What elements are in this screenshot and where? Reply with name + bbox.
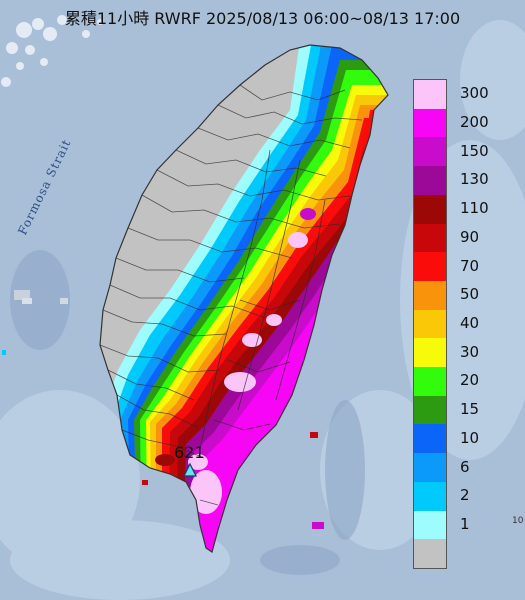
sea-dark-streaks: [10, 250, 365, 575]
map-title: 累積11小時 RWRF 2025/08/13 06:00~08/13 17:00: [64, 9, 461, 28]
legend-label: 110: [460, 199, 489, 218]
legend-swatch: [414, 367, 446, 396]
legend-swatch: [414, 510, 446, 540]
legend-swatch: [414, 108, 446, 138]
legend-label: 90: [460, 227, 480, 246]
max-rain-marker-icon: [183, 462, 197, 477]
legend-swatch: [414, 539, 446, 568]
legend-swatch: [414, 137, 446, 167]
legend-label: 70: [460, 256, 480, 275]
edge-partial-label: 10: [512, 516, 524, 526]
rainfall-legend: [413, 79, 447, 569]
county-boundaries: [99, 84, 363, 506]
legend-label: 15: [460, 400, 480, 419]
offshore-rain-patches: [2, 290, 324, 529]
legend-swatch: [414, 481, 446, 511]
legend-swatch: [414, 252, 446, 281]
legend-swatch: [414, 424, 446, 454]
legend-swatch: [414, 223, 446, 253]
legend-label: 50: [460, 285, 480, 304]
legend-label: 130: [460, 170, 489, 189]
legend-swatch: [414, 80, 446, 109]
legend-label: 40: [460, 314, 480, 332]
legend-swatch: [414, 194, 446, 224]
legend-swatch: [414, 395, 446, 425]
legend-swatch: [414, 453, 446, 482]
legend-label: 300: [460, 84, 489, 103]
legend-label: 150: [460, 141, 489, 160]
legend-label: 1: [460, 514, 470, 533]
legend-label: 30: [460, 342, 480, 361]
legend-label: 200: [460, 113, 489, 132]
legend-swatch: [414, 166, 446, 195]
max-value-label: 621: [174, 443, 205, 462]
legend-swatch: [414, 309, 446, 339]
legend-swatch: [414, 338, 446, 368]
legend-swatch: [414, 280, 446, 310]
legend-label: 10: [460, 428, 480, 447]
cloud-clusters: [1, 15, 103, 87]
taiwan-coastline: [99, 44, 389, 553]
legend-label: 6: [460, 457, 470, 476]
legend-label: 20: [460, 371, 480, 390]
legend-label: 2: [460, 486, 470, 505]
